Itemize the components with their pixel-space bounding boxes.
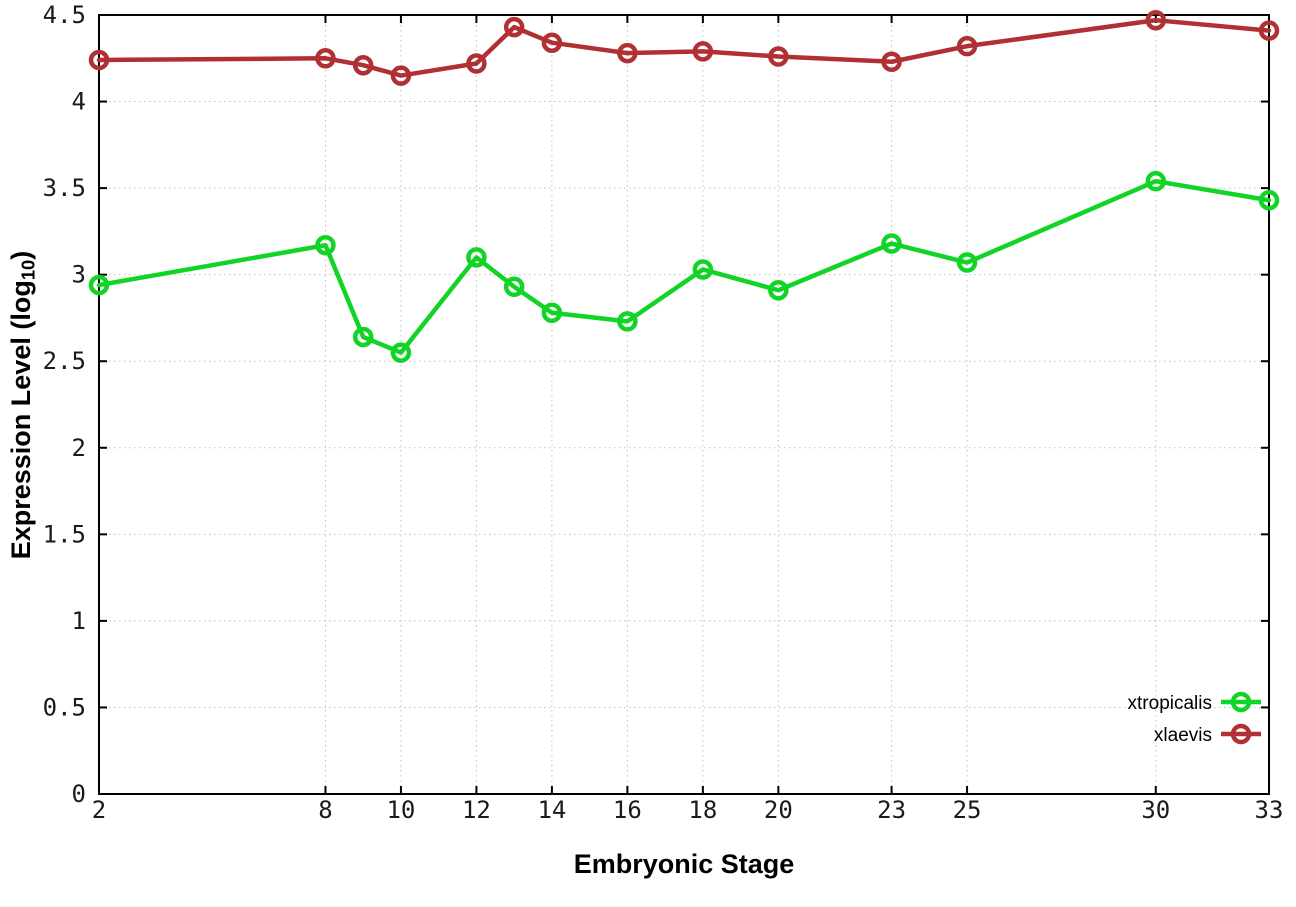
- y-axis-title-suffix: ): [6, 250, 36, 260]
- data-point-xlaevis: [956, 35, 978, 57]
- y-tick-label: 4: [72, 88, 86, 116]
- y-tick-label: 4.5: [43, 1, 86, 29]
- data-point-xlaevis: [541, 32, 563, 53]
- data-point-xlaevis: [315, 48, 336, 69]
- y-tick-label: 0: [72, 780, 86, 808]
- data-point-xlaevis: [390, 65, 412, 86]
- x-tick-label: 12: [462, 796, 491, 824]
- x-tick-label: 25: [953, 796, 982, 824]
- data-point-xlaevis: [1258, 20, 1280, 41]
- data-point-xtropicalis: [352, 326, 374, 348]
- data-point-xlaevis: [466, 53, 487, 74]
- x-tick-label: 14: [537, 796, 566, 824]
- data-point-xtropicalis: [466, 247, 487, 268]
- data-point-xtropicalis: [617, 311, 638, 332]
- x-tick-label: 2: [92, 796, 106, 824]
- x-tick-label: 20: [764, 796, 793, 824]
- y-tick-label: 2.5: [43, 347, 86, 375]
- series-line-xtropicalis: [96, 178, 1272, 355]
- x-tick-label: 8: [318, 796, 332, 824]
- x-tick-label: 16: [613, 796, 642, 824]
- data-point-xtropicalis: [315, 234, 336, 256]
- plot-border: [98, 14, 1270, 795]
- data-point-xtropicalis: [503, 276, 525, 298]
- data-point-xlaevis: [503, 16, 525, 38]
- legend-marker-xlaevis: [1230, 723, 1252, 745]
- data-point-xlaevis: [352, 54, 374, 76]
- y-axis-title-text: Expression Level (log: [6, 280, 36, 560]
- data-point-xlaevis: [881, 51, 902, 72]
- data-point-xtropicalis: [390, 342, 412, 363]
- data-point-xtropicalis: [541, 302, 563, 324]
- y-axis-title: Expression Level (log10): [6, 15, 39, 795]
- data-point-xtropicalis: [692, 259, 714, 280]
- y-axis-title-subscript: 10: [17, 259, 39, 281]
- x-tick-label: 30: [1141, 796, 1170, 824]
- data-point-xlaevis: [1145, 9, 1167, 31]
- legend-marker-xtropicalis: [1230, 691, 1252, 713]
- data-point-xlaevis: [617, 42, 638, 64]
- y-tick-label: 0.5: [43, 693, 86, 721]
- x-tick-label: 33: [1255, 796, 1284, 824]
- y-tick-label: 1: [72, 607, 86, 635]
- x-axis-title-text: Embryonic Stage: [573, 849, 795, 879]
- data-point-xlaevis: [692, 41, 714, 62]
- x-axis-title: Embryonic Stage: [384, 849, 984, 880]
- data-point-xlaevis: [88, 49, 110, 71]
- y-tick-label: 3.5: [43, 174, 86, 202]
- y-tick-label: 1.5: [43, 520, 86, 548]
- data-point-xtropicalis: [88, 274, 110, 296]
- data-point-xtropicalis: [768, 279, 789, 301]
- data-point-xtropicalis: [956, 252, 978, 273]
- x-tick-label: 18: [688, 796, 717, 824]
- legend-label-xtropicalis: xtropicalis: [1128, 693, 1212, 714]
- legend-label-xlaevis: xlaevis: [1154, 725, 1212, 746]
- x-tick-label: 23: [877, 796, 906, 824]
- y-tick-label: 3: [72, 261, 86, 289]
- data-point-xtropicalis: [1145, 170, 1167, 192]
- series-line-xlaevis: [96, 17, 1272, 78]
- y-tick-label: 2: [72, 434, 86, 462]
- data-point-xtropicalis: [1258, 189, 1280, 211]
- data-point-xlaevis: [768, 46, 789, 67]
- data-point-xtropicalis: [881, 233, 902, 254]
- x-tick-label: 10: [386, 796, 415, 824]
